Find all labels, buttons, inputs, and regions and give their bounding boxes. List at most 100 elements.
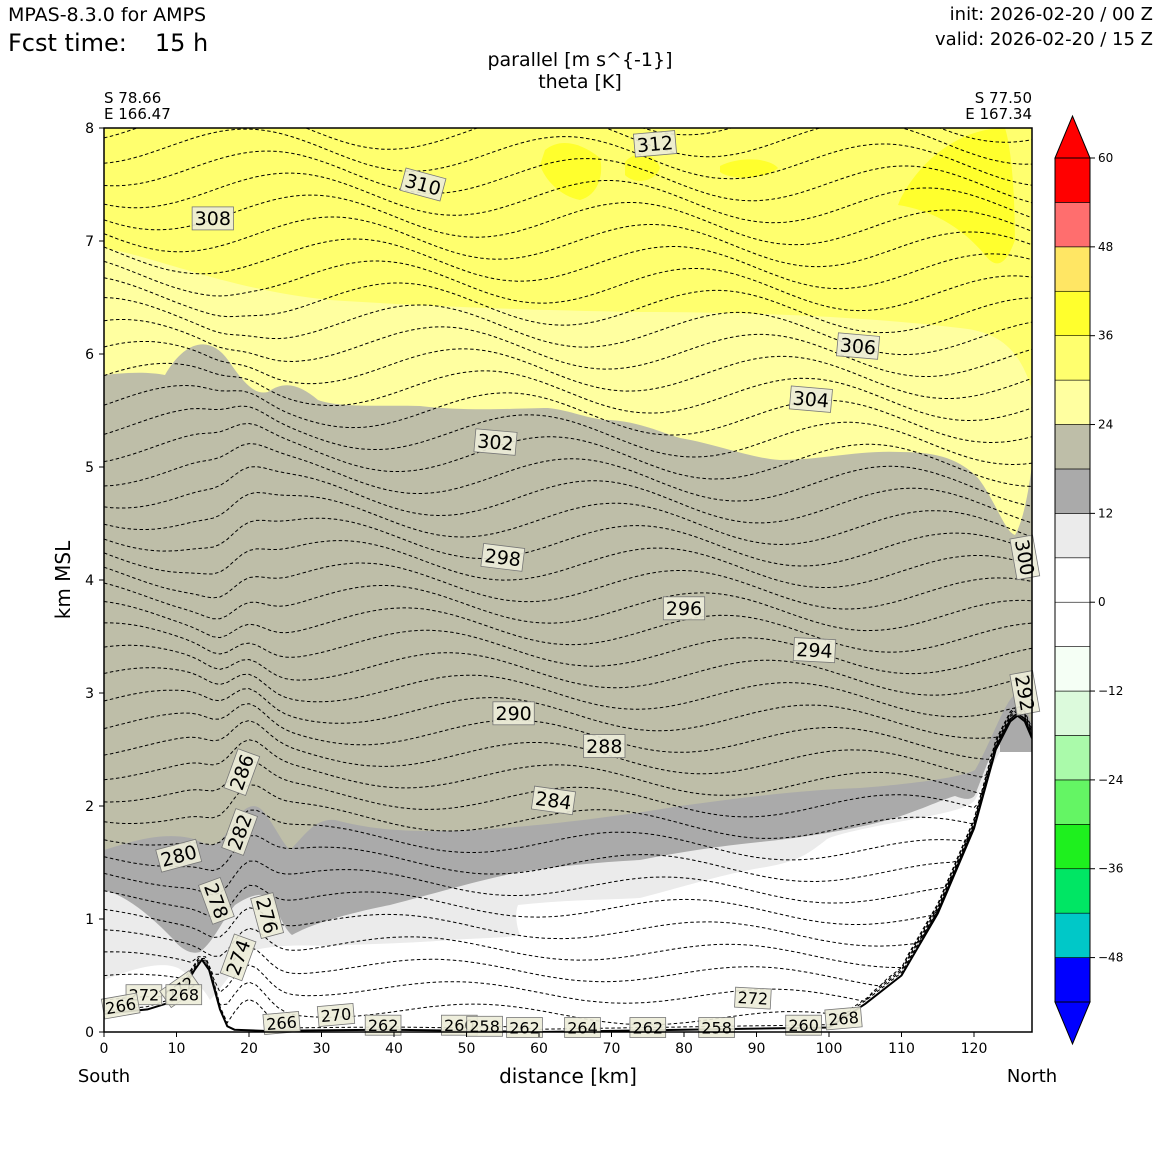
terrain-profile-line — [104, 714, 1032, 1032]
theta-label-box — [223, 748, 261, 796]
theta-contour-line — [104, 319, 1032, 377]
fill-bright-yellow-patch-4 — [898, 128, 1015, 264]
theta-label-box — [191, 206, 234, 231]
theta-label: 268 — [165, 984, 203, 1006]
chart-title-contours: theta [K] — [538, 71, 622, 93]
theta-label-box — [364, 1014, 402, 1036]
theta-contour-line — [104, 216, 1032, 268]
theta-contour-line — [104, 582, 1032, 632]
theta-contour-line — [104, 297, 1032, 356]
theta-contour-line — [104, 517, 1032, 567]
theta-label: 290 — [492, 701, 535, 726]
theta-contour-line — [104, 712, 1032, 1030]
wind-fill-layer — [104, 128, 1032, 1032]
init-time: init: 2026-02-20 / 00 Z — [949, 4, 1153, 25]
theta-contour-line — [104, 712, 1032, 818]
x-tick-label: 110 — [888, 1041, 915, 1057]
chart-title: parallel [m s^{-1}] theta [K] — [380, 49, 780, 93]
forecast-time-value: 15 h — [154, 29, 209, 57]
model-title: MPAS-8.3.0 for AMPS — [8, 4, 207, 26]
colorbar-segment — [1054, 468, 1091, 514]
colorbar-tick-label: 60 — [1098, 151, 1113, 165]
theta-label-box — [835, 332, 881, 360]
theta-label: 298 — [480, 543, 526, 572]
y-tick-label: 5 — [85, 460, 94, 476]
theta-label-text: 290 — [495, 703, 531, 725]
theta-label-box — [480, 543, 526, 572]
theta-label-box — [583, 734, 626, 758]
theta-label: 262 — [506, 1017, 543, 1038]
right-end-lat: S 77.50 — [974, 89, 1032, 107]
theta-label-box — [221, 808, 258, 856]
theta-label: 302 — [473, 428, 518, 456]
theta-label-text: 284 — [534, 788, 573, 815]
x-tick-label: 40 — [385, 1041, 403, 1057]
theta-label-box — [785, 1014, 822, 1036]
theta-contour-line — [104, 341, 1032, 399]
theta-label: 308 — [191, 206, 234, 231]
x-tick-label: 20 — [240, 1041, 258, 1057]
colorbar-frame — [1054, 157, 1091, 1003]
y-tick-label: 3 — [85, 686, 94, 702]
colorbar-segment — [1054, 557, 1091, 603]
theta-label: 296 — [662, 596, 706, 621]
colorbar-segment — [1054, 912, 1091, 958]
theta-contour-line — [104, 712, 1032, 883]
theta-contour-line — [104, 540, 1032, 588]
theta-contour-line — [104, 712, 1032, 861]
theta-label: 266 — [262, 1011, 301, 1035]
theta-label: 272 — [734, 986, 772, 1010]
theta-contour-line — [104, 238, 1032, 290]
theta-contour-labels: 3123103083063043022982962942902882862842… — [100, 130, 1041, 1038]
colorbar-segment — [1054, 202, 1091, 248]
y-tick-label: 2 — [85, 799, 94, 815]
theta-contour-line — [104, 667, 1032, 718]
colorbar-segment — [1054, 157, 1091, 203]
theta-contour-line — [104, 466, 1032, 524]
theta-label-text: 258 — [701, 1018, 732, 1037]
colorbar-segment — [1054, 957, 1091, 1003]
colorbar-under-extension — [1054, 1001, 1091, 1046]
theta-contour-line — [104, 712, 1032, 925]
theta-label-text: 258 — [469, 1017, 500, 1036]
theta-label-box — [155, 838, 203, 873]
north-end-label: North — [1007, 1066, 1057, 1087]
theta-label-box — [473, 428, 518, 456]
theta-contour-line — [104, 703, 1032, 760]
theta-label-text: 266 — [266, 1012, 298, 1034]
colorbar-segment — [1054, 513, 1091, 559]
colorbar-segment — [1054, 335, 1091, 381]
theta-contour-line — [104, 644, 1032, 696]
theta-contour-line — [104, 362, 1032, 422]
theta-label: 294 — [792, 637, 837, 664]
colorbar-segment — [1054, 868, 1091, 914]
theta-label-text: 264 — [567, 1018, 598, 1037]
x-axis: 0 10 20 30 40 50 60 70 80 90 100 110 120 — [100, 1032, 987, 1057]
theta-contour-line — [104, 405, 1032, 466]
x-tick-label: 0 — [100, 1041, 109, 1057]
forecast-time-label: Fcst time: — [8, 29, 127, 57]
theta-label: 268 — [824, 1006, 863, 1031]
colorbar-segment — [1054, 601, 1091, 647]
colorbar-tick-label: 36 — [1098, 329, 1113, 343]
y-tick-label: 6 — [85, 347, 94, 363]
theta-label-box — [262, 1011, 301, 1035]
y-tick-label: 7 — [85, 234, 94, 250]
colorbar-segment — [1054, 246, 1091, 292]
theta-contour-line — [104, 277, 1032, 334]
theta-contour-line — [104, 384, 1032, 444]
theta-label: 262 — [364, 1014, 402, 1036]
theta-label-box — [632, 130, 678, 158]
colorbar-over-extension — [1054, 114, 1091, 159]
theta-contour-line — [104, 712, 1032, 947]
left-end-lon: E 166.47 — [104, 105, 171, 123]
theta-label-box — [165, 984, 203, 1006]
theta-contour-line — [104, 706, 1032, 987]
theta-label-box — [250, 892, 285, 940]
theta-label-text: 296 — [666, 598, 702, 620]
theta-contour-line — [104, 601, 1032, 653]
fill-bright-yellow-patch-2 — [625, 154, 660, 181]
colorbar-segment — [1054, 735, 1091, 781]
theta-contour-line — [104, 422, 1032, 487]
